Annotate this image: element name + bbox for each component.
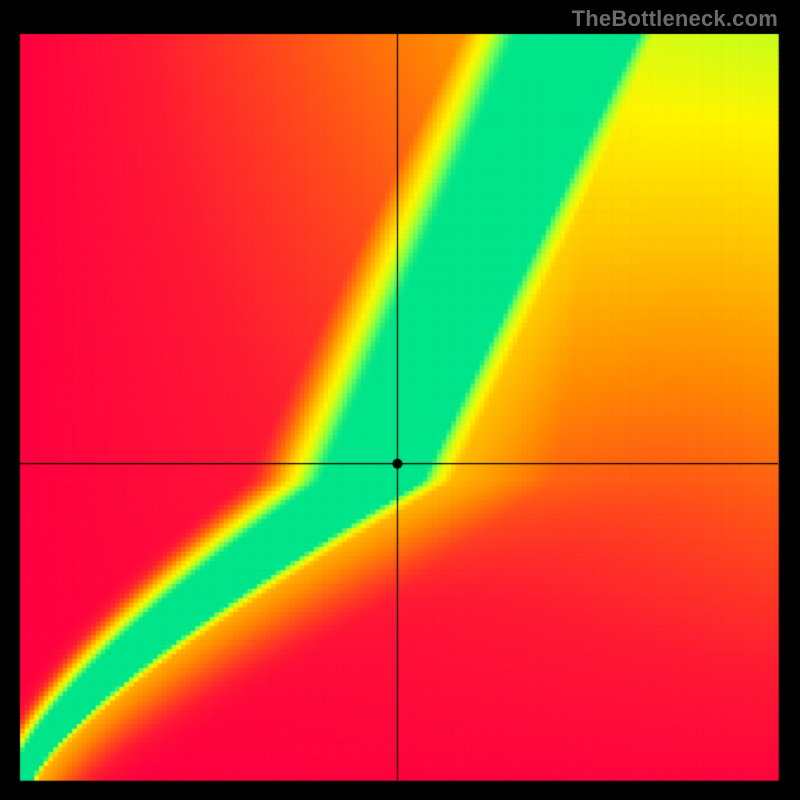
- watermark-text: TheBottleneck.com: [572, 6, 778, 32]
- chart-container: TheBottleneck.com: [0, 0, 800, 800]
- bottleneck-heatmap: [0, 0, 800, 800]
